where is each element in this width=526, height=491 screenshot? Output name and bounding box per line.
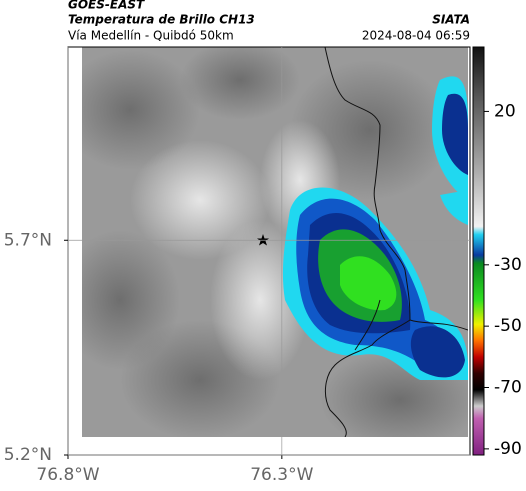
- x-tick-label: 76.8°W: [36, 465, 99, 485]
- source-label: SIATA: [432, 13, 470, 27]
- timestamp: 2024-08-04 06:59: [362, 29, 470, 43]
- x-tick-label: 76.3°W: [250, 465, 313, 485]
- colorbar-label: -30: [494, 255, 522, 275]
- y-tick-label: 5.7°N: [4, 230, 52, 250]
- colorbar: [472, 46, 485, 456]
- satellite-image: [82, 47, 468, 437]
- satellite-name: GOES-EAST: [68, 0, 145, 12]
- route-label: Vía Medellín - Quibdó 50km: [68, 29, 234, 43]
- colorbar-label: -70: [494, 378, 522, 398]
- colorbar-label: 20: [494, 101, 516, 121]
- colorbar-label: -50: [494, 316, 522, 336]
- y-tick-label: 5.2°N: [4, 445, 52, 465]
- colorbar-label: -90: [494, 439, 522, 459]
- product-title: Temperatura de Brillo CH13: [68, 13, 255, 27]
- location-marker: [257, 234, 269, 246]
